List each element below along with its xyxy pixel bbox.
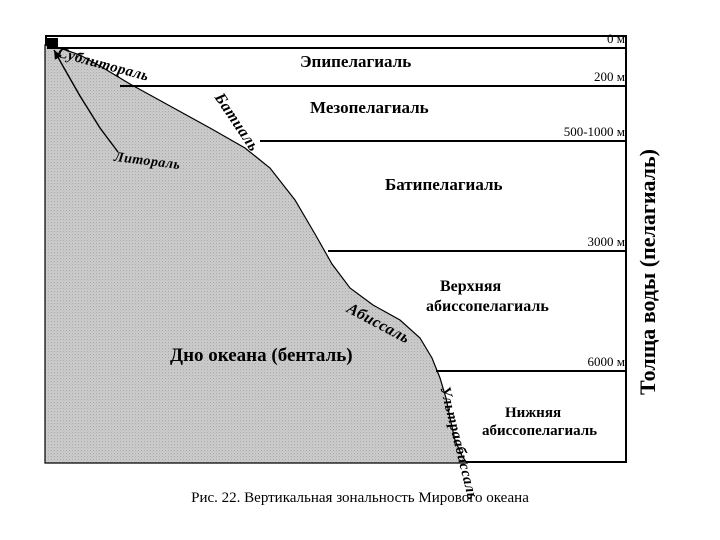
depth-line-3	[328, 250, 625, 252]
figure-caption: Рис. 22. Вертикальная зональность Мирово…	[0, 490, 720, 507]
diagram-canvas: 0 м 200 м 500-1000 м 3000 м 6000 м Эпипелаги…	[0, 0, 720, 540]
pelagic-zone-4: абиссопелагиаль	[426, 298, 549, 316]
depth-line-2	[260, 140, 625, 142]
ocean-bottom-label: Дно океана (бенталь)	[170, 345, 353, 367]
pelagic-zone-3: Верхняя	[440, 278, 501, 296]
depth-label-4: 6000 м	[588, 354, 625, 370]
depth-label-1: 200 м	[594, 69, 625, 85]
depth-label-2: 500-1000 м	[564, 124, 625, 140]
depth-line-0	[48, 47, 625, 49]
pelagic-zone-1: Мезопелагиаль	[310, 98, 429, 118]
water-column-axis-label: Толща воды (пелагиаль)	[635, 95, 661, 395]
depth-label-0: 0 м	[607, 31, 625, 47]
pelagic-zone-5: Нижняя	[505, 405, 561, 422]
pelagic-zone-2: Батипелагиаль	[385, 175, 503, 195]
depth-label-3: 3000 м	[588, 234, 625, 250]
depth-line-4	[436, 370, 625, 372]
pelagic-zone-0: Эпипелагиаль	[300, 52, 411, 72]
pelagic-zone-6: абиссопелагиаль	[482, 423, 597, 440]
depth-line-1	[120, 85, 625, 87]
